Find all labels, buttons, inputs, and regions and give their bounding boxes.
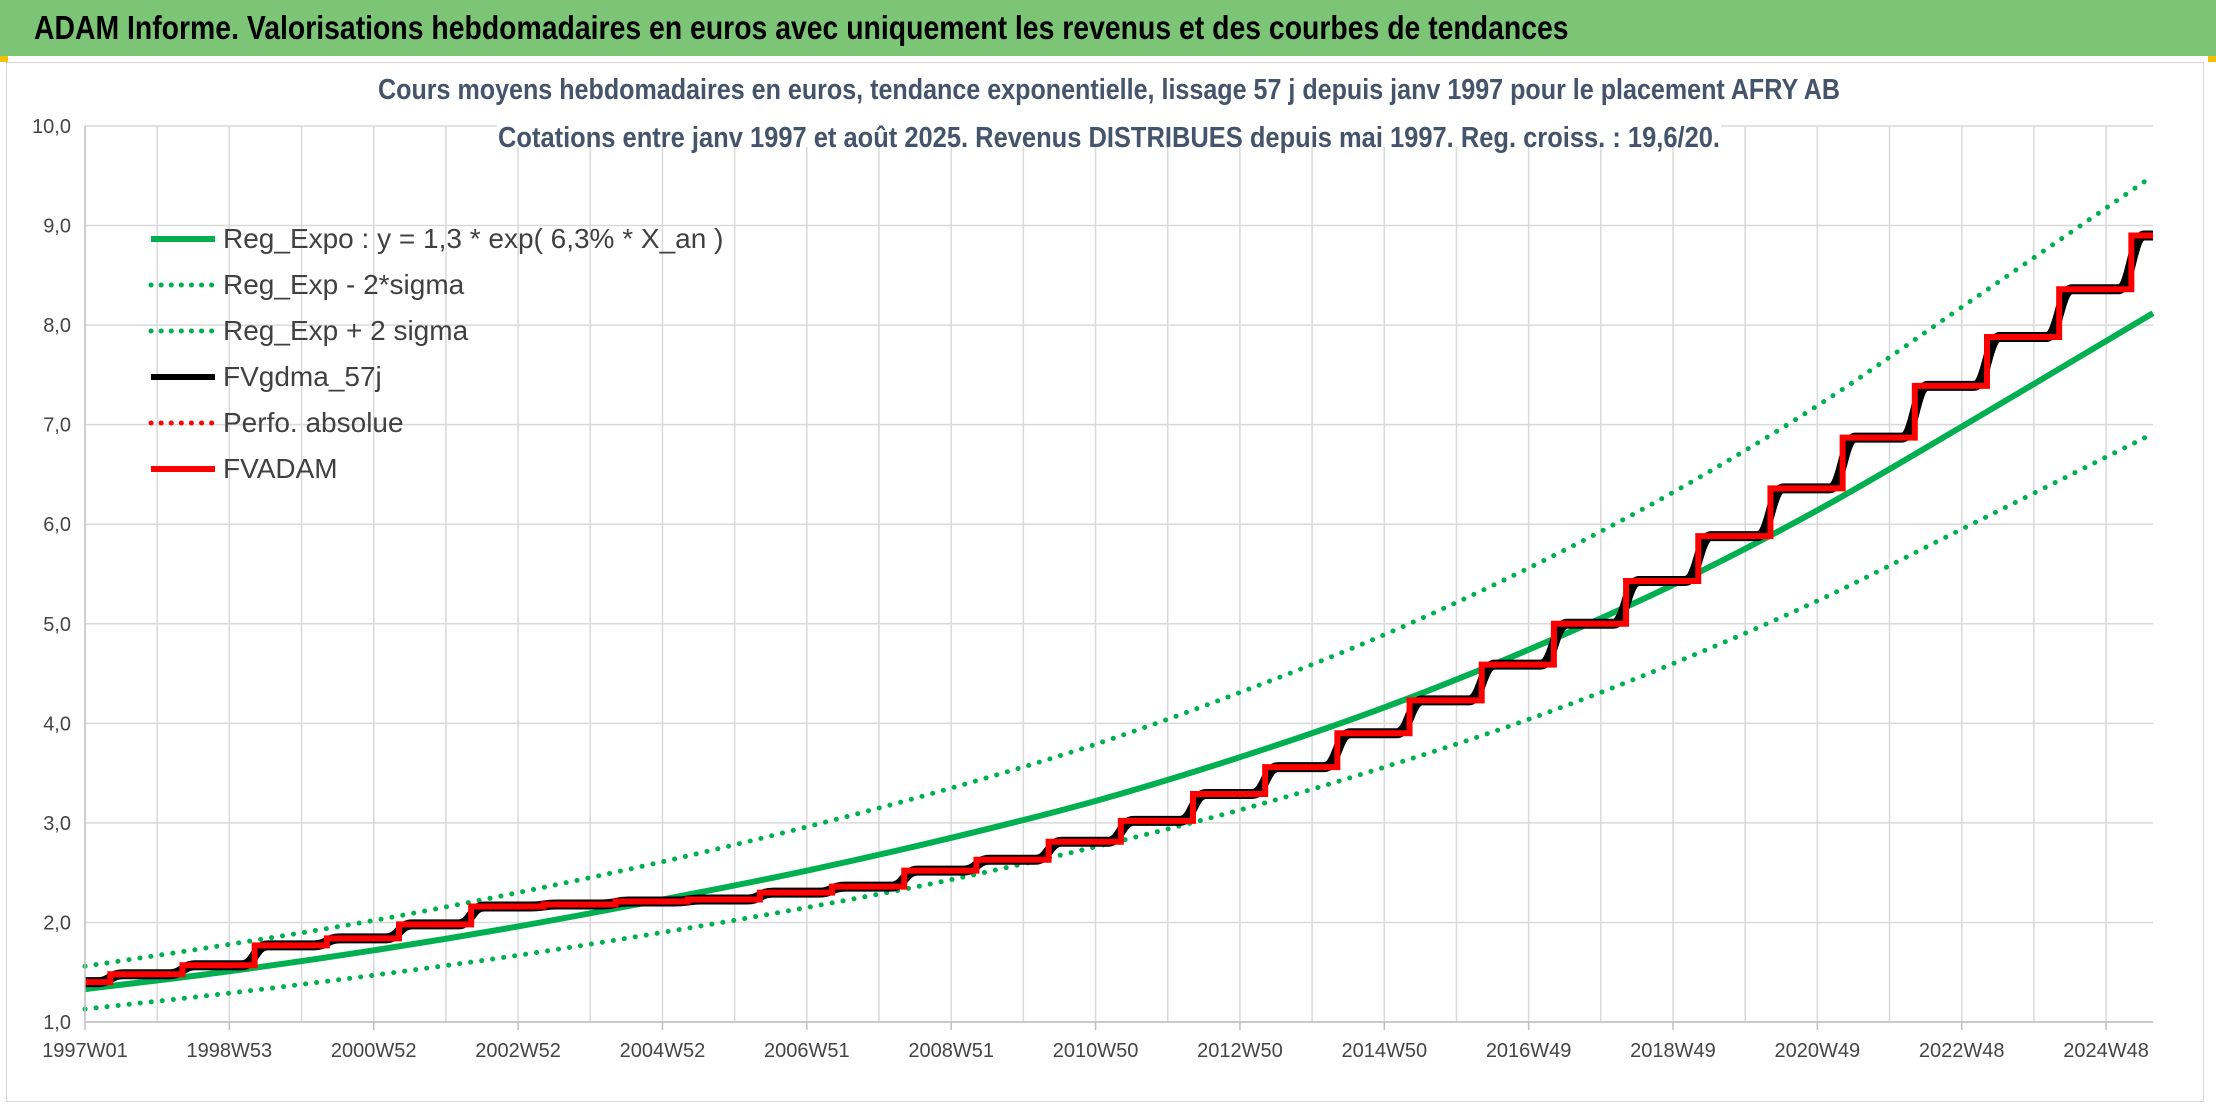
legend-label: Reg_Exp - 2*sigma	[223, 269, 465, 300]
axes: 1,0 2,0 3,0 4,0 5,0 6,0 7,0 8,0 9,0 10,0 1997W01 19…	[32, 116, 2153, 1062]
x-tick-label: 2006W51	[764, 1040, 850, 1062]
chart-area: 1,0 2,0 3,0 4,0 5,0 6,0 7,0 8,0 9,0 10,0 1997W01 19…	[6, 62, 2204, 1102]
x-tick-label: 2004W52	[620, 1040, 706, 1062]
y-tick-label: 6,0	[43, 514, 71, 536]
x-tick-label: 1997W01	[42, 1040, 128, 1062]
x-tick-label: 2016W49	[1486, 1040, 1572, 1062]
legend-label: FVADAM	[223, 453, 338, 484]
chart-legend: Reg_Expo : y = 1,3 * exp( 6,3% * X_an ) R…	[148, 223, 723, 484]
page-header: ADAM Informe. Valorisations hebdomadaire…	[0, 0, 2216, 56]
series-layer	[82, 173, 2156, 1012]
x-tick-label: 2012W50	[1197, 1040, 1283, 1062]
corner-marker-right	[2208, 56, 2216, 62]
adam-line	[85, 232, 2153, 986]
x-tick-label: 2024W48	[2063, 1040, 2149, 1062]
grid-lines	[85, 125, 2153, 1023]
x-tick-label: 2020W49	[1775, 1040, 1861, 1062]
x-tick-label: 2014W50	[1341, 1040, 1427, 1062]
x-tick-label: 1998W53	[187, 1040, 273, 1062]
y-tick-label: 4,0	[43, 713, 71, 735]
y-tick-label: 10,0	[32, 116, 71, 138]
legend-label: Reg_Exp + 2 sigma	[223, 315, 469, 346]
y-tick-label: 5,0	[43, 614, 71, 636]
y-tick-label: 1,0	[43, 1012, 71, 1034]
legend-label: FVgdma_57j	[223, 361, 382, 392]
y-tick-label: 7,0	[43, 415, 71, 437]
chart-subtitle: Cotations entre janv 1997 et août 2025. …	[498, 122, 1720, 154]
line-chart: 1,0 2,0 3,0 4,0 5,0 6,0 7,0 8,0 9,0 10,0 1997W01 19…	[32, 67, 2156, 1062]
x-tick-label: 2010W50	[1053, 1040, 1139, 1062]
gdma-line	[85, 230, 2153, 988]
y-tick-label: 3,0	[43, 813, 71, 835]
x-tick-label: 2018W49	[1630, 1040, 1716, 1062]
chart-title-background	[377, 67, 1841, 107]
y-tick-label: 8,0	[43, 315, 71, 337]
trend-line	[84, 310, 2155, 993]
legend-label: Reg_Expo : y = 1,3 * exp( 6,3% * X_an )	[223, 223, 723, 254]
chart-subtitle-background	[497, 107, 1721, 147]
legend-label: Perfo. absolue	[223, 407, 404, 438]
trend-band-line	[82, 173, 2156, 969]
corner-marker-left	[0, 56, 8, 62]
x-tick-label: 2000W52	[331, 1040, 417, 1062]
page-title: ADAM Informe. Valorisations hebdomadaire…	[34, 9, 1569, 46]
y-tick-label: 9,0	[43, 216, 71, 238]
chart-title: Cours moyens hebdomadaires en euros, ten…	[378, 74, 1840, 106]
y-tick-label: 2,0	[43, 912, 71, 934]
x-tick-label: 2022W48	[1919, 1040, 2005, 1062]
x-tick-label: 2008W51	[908, 1040, 994, 1062]
x-tick-label: 2002W52	[475, 1040, 561, 1062]
